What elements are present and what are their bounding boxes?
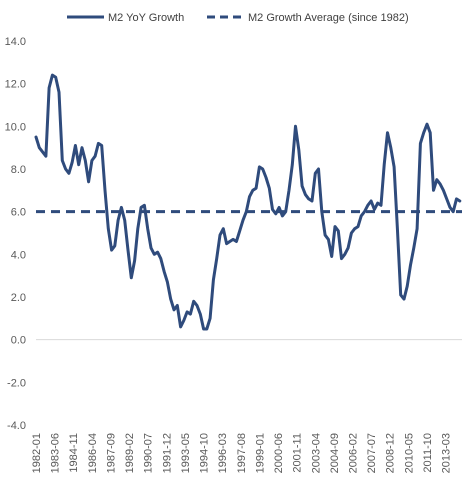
y-tick-label: 12.0 (5, 79, 26, 91)
x-tick-label: 2008-12 (385, 433, 397, 473)
y-tick-label: 6.0 (11, 207, 26, 219)
x-tick-label: 1984-11 (68, 433, 80, 473)
x-tick-label: 1982-01 (31, 433, 43, 473)
y-tick-label: 10.0 (5, 121, 26, 133)
x-tick-label: 2000-06 (273, 433, 285, 473)
x-tick-label: 1997-08 (236, 433, 248, 473)
x-tick-label: 2010-05 (403, 433, 415, 473)
x-tick-label: 1999-01 (254, 433, 266, 473)
y-tick-label: -4.0 (7, 420, 26, 432)
x-tick-label: 1996-03 (217, 433, 229, 473)
x-tick-label: 1989-02 (124, 433, 136, 473)
x-tick-label: 2003-04 (310, 433, 322, 473)
x-tick-label: 2013-03 (441, 433, 453, 473)
x-tick-label: 1993-05 (180, 433, 192, 473)
x-tick-label: 2006-02 (347, 433, 359, 473)
y-tick-label: 8.0 (11, 164, 26, 176)
x-tick-label: 2001-11 (292, 433, 304, 473)
legend-label-m2-yoy-growth: M2 YoY Growth (108, 12, 184, 24)
x-tick-label: 1990-07 (143, 433, 155, 473)
y-tick-label: 4.0 (11, 249, 26, 261)
y-tick-label: -2.0 (7, 377, 26, 389)
series-line-m2-yoy-growth (34, 73, 462, 331)
x-tick-label: 1994-10 (199, 433, 211, 473)
y-tick-label: 14.0 (5, 36, 26, 48)
y-tick-label: 2.0 (11, 292, 26, 304)
x-tick-label: 2007-07 (366, 433, 378, 473)
y-tick-label: 0.0 (11, 335, 26, 347)
x-tick-label: 1987-09 (105, 433, 117, 473)
legend: M2 YoY Growth M2 Growth Average (since 1… (67, 12, 409, 24)
x-tick-label: 1983-06 (50, 433, 62, 473)
y-axis-tick-labels: -4.0 -2.0 0.0 2.0 4.0 6.0 8.0 10.0 12.0 14.0 (5, 36, 26, 432)
legend-label-m2-growth-average: M2 Growth Average (since 1982) (248, 12, 409, 24)
x-axis-tick-labels: 1982-01 1983-06 1984-11 1986-04 1987-09 1989-… (31, 433, 453, 473)
x-tick-label: 2004-09 (329, 433, 341, 473)
x-tick-label: 1991-12 (161, 433, 173, 473)
x-tick-label: 2011-10 (422, 433, 434, 473)
x-tick-label: 1986-04 (87, 433, 99, 473)
